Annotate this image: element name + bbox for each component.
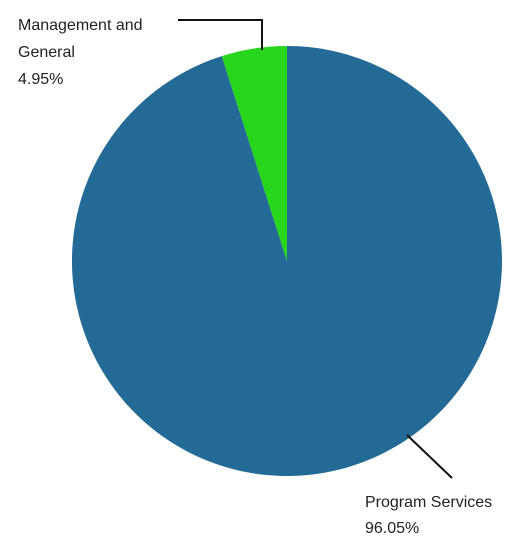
pie-slice-program-services	[71, 46, 502, 476]
leader-lines	[178, 19, 453, 479]
slice-label-management-and-general: Management and General	[18, 17, 147, 61]
pie-slice-management-and-general	[221, 46, 287, 261]
slice-value-program-services: 96.05%	[365, 520, 419, 537]
leader-line-program-services	[406, 434, 453, 479]
leader-line-management-and-general	[178, 19, 263, 50]
pie-slices	[71, 46, 502, 476]
slice-label-line-2: General	[18, 44, 75, 61]
slice-label-line-1: Management and	[18, 17, 143, 34]
slice-label-program-services: Program Services	[365, 494, 492, 511]
slice-value-management-and-general: 4.95%	[18, 71, 63, 88]
